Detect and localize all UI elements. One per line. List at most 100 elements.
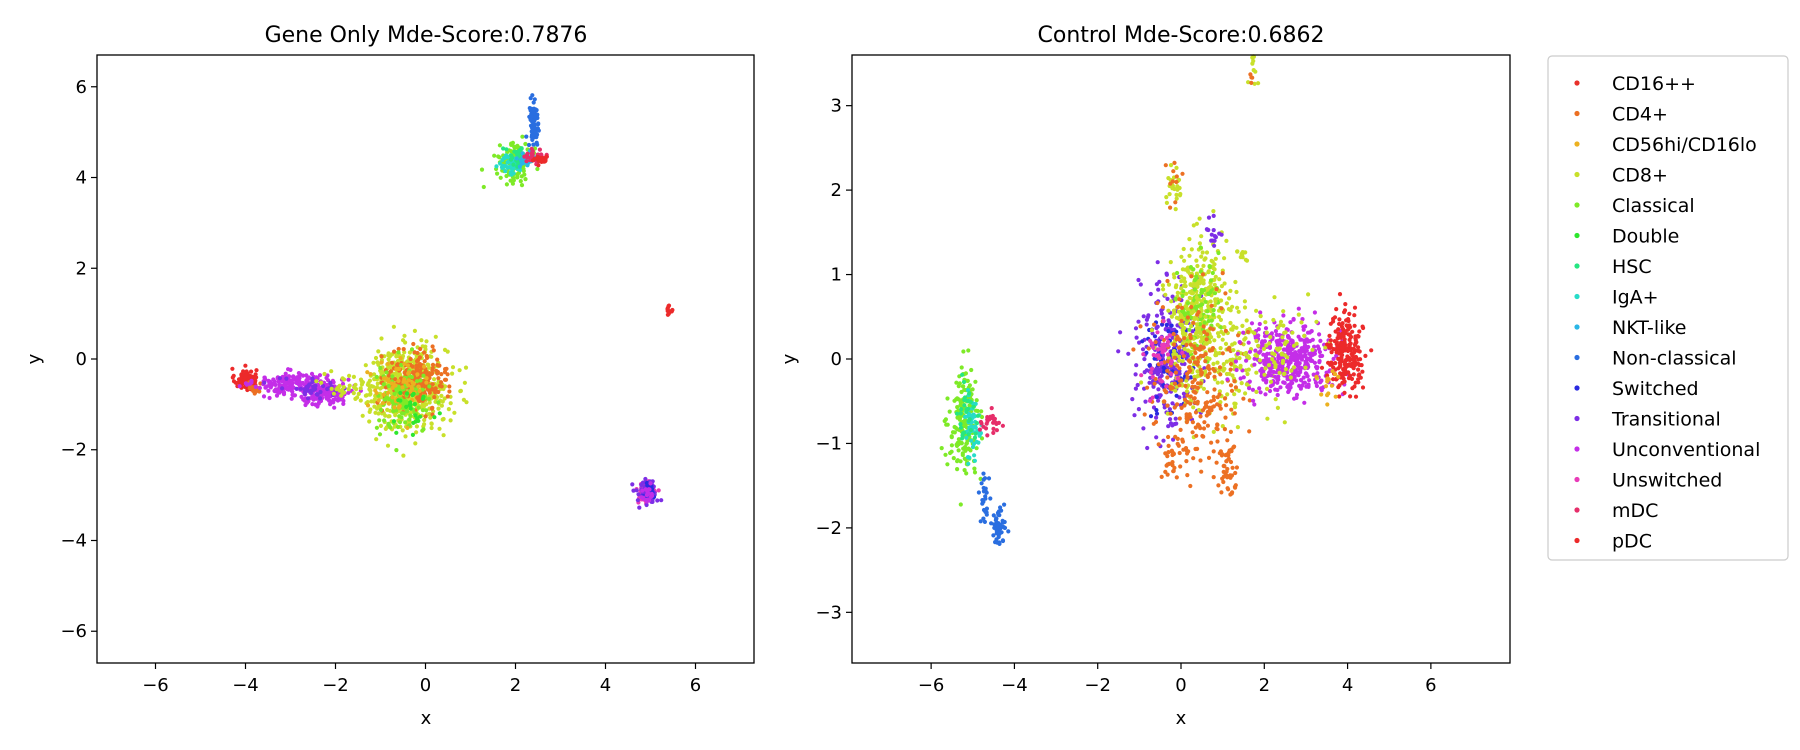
data-point	[1163, 163, 1168, 168]
data-point	[972, 466, 977, 471]
data-point	[1263, 355, 1269, 360]
data-point	[1217, 365, 1223, 370]
data-point	[1194, 322, 1200, 327]
data-point	[439, 380, 444, 385]
data-point	[1159, 360, 1164, 366]
data-point	[1340, 371, 1346, 376]
data-point	[1243, 336, 1248, 341]
data-point	[1180, 341, 1185, 346]
data-point	[1244, 318, 1249, 323]
data-point	[979, 414, 985, 420]
data-point	[945, 396, 950, 401]
data-point	[535, 142, 540, 147]
data-point	[1312, 310, 1317, 315]
data-point	[262, 380, 267, 385]
data-point	[1161, 319, 1166, 324]
data-point	[358, 377, 364, 382]
data-point	[1304, 348, 1309, 353]
data-point	[369, 384, 374, 389]
data-point	[1247, 386, 1252, 391]
data-point	[1219, 490, 1224, 495]
y-tick-label: 2	[76, 258, 87, 279]
data-point	[1177, 358, 1182, 363]
data-point	[1175, 436, 1180, 441]
data-point	[1204, 250, 1210, 255]
data-point	[1166, 282, 1172, 287]
data-point	[1275, 405, 1280, 410]
data-point	[1347, 342, 1352, 348]
data-point	[1225, 392, 1230, 397]
legend-label: CD8+	[1612, 165, 1668, 187]
data-point	[424, 339, 429, 344]
data-point	[1282, 341, 1288, 347]
data-point	[1243, 391, 1248, 396]
legend-marker	[1574, 537, 1580, 544]
data-point	[375, 406, 380, 411]
data-point	[433, 387, 438, 392]
data-point	[1159, 311, 1164, 316]
data-point	[1209, 348, 1214, 353]
data-point	[952, 398, 957, 403]
data-point	[1212, 262, 1217, 267]
data-point	[424, 380, 429, 385]
data-point	[1196, 310, 1201, 315]
data-point	[276, 389, 281, 395]
data-point	[443, 377, 449, 382]
data-point	[1334, 307, 1339, 312]
data-point	[503, 169, 508, 174]
data-point	[1353, 361, 1358, 366]
data-point	[1196, 346, 1201, 351]
data-point	[1220, 452, 1225, 457]
data-point	[1205, 423, 1210, 428]
data-point	[991, 426, 996, 431]
data-point	[1211, 429, 1216, 434]
data-point	[991, 513, 996, 518]
data-point	[1199, 234, 1204, 239]
data-point	[1209, 232, 1214, 237]
data-point	[1149, 366, 1155, 371]
data-point	[959, 407, 964, 412]
data-point	[1250, 387, 1255, 392]
data-point	[635, 498, 641, 503]
data-point	[1157, 355, 1162, 361]
data-point	[319, 380, 324, 385]
data-point	[1178, 427, 1183, 432]
data-point	[955, 396, 960, 401]
data-point	[515, 175, 520, 180]
data-point	[1342, 390, 1347, 395]
data-point	[1182, 258, 1187, 263]
data-point	[385, 396, 390, 401]
data-point	[1171, 468, 1176, 474]
data-point	[1144, 317, 1149, 322]
data-point	[1353, 380, 1358, 385]
data-point	[1148, 414, 1154, 419]
data-point	[966, 418, 971, 423]
data-point	[951, 456, 956, 461]
data-point	[530, 137, 535, 142]
data-point	[1165, 352, 1171, 357]
data-point	[515, 172, 520, 177]
data-point	[1187, 327, 1192, 332]
data-point	[243, 363, 248, 368]
data-point	[409, 347, 415, 352]
data-point	[1171, 169, 1176, 174]
data-point	[376, 349, 381, 354]
data-point	[1243, 368, 1248, 373]
data-point	[309, 371, 315, 376]
data-point	[1356, 348, 1361, 353]
data-point	[964, 409, 969, 414]
data-point	[310, 402, 315, 407]
legend-label: CD4+	[1612, 104, 1668, 126]
y-tick-label: 4	[76, 168, 87, 189]
y-tick-label: −4	[60, 530, 87, 551]
data-point	[1215, 380, 1220, 385]
data-point	[1206, 215, 1212, 220]
data-point	[1223, 291, 1228, 296]
legend-frame	[1547, 55, 1789, 561]
data-point	[1294, 392, 1300, 397]
data-point	[393, 383, 398, 388]
data-point	[966, 348, 971, 353]
data-point	[407, 417, 412, 422]
data-point	[1246, 354, 1251, 359]
data-point	[1302, 380, 1307, 385]
